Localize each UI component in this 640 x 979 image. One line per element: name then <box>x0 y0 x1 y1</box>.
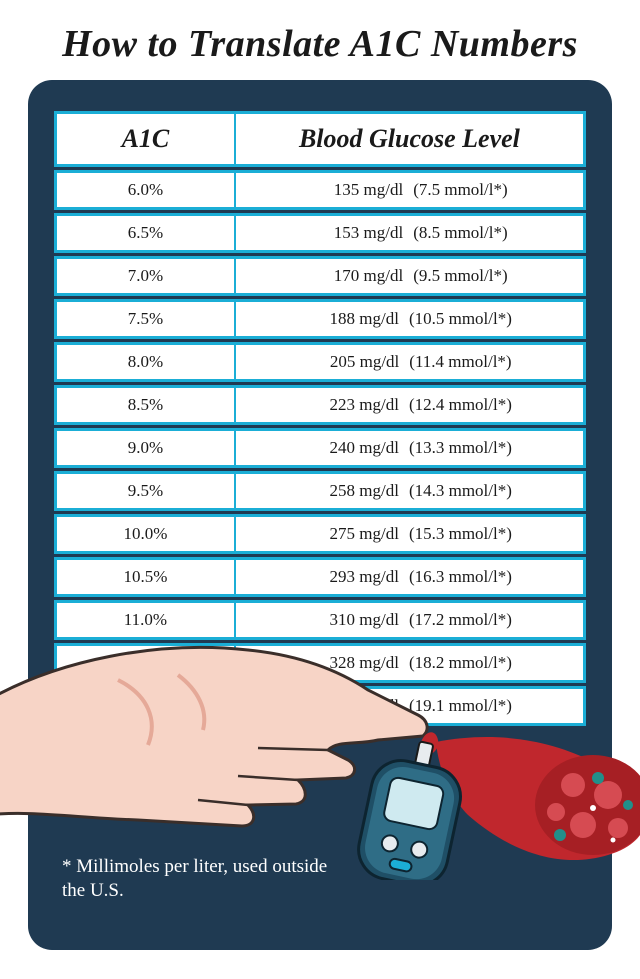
mmol-value: (9.5 mmol/l*) <box>413 266 507 286</box>
glucose-cell: 188 mg/dl (10.5 mmol/l*) <box>235 299 586 339</box>
table-row: 12.0% 345 mg/dl (19.1 mmol/l*) <box>54 686 586 726</box>
mmol-value: (13.3 mmol/l*) <box>409 438 512 458</box>
glucose-cell: 310 mg/dl (17.2 mmol/l*) <box>235 600 586 640</box>
mmol-value: (15.3 mmol/l*) <box>409 524 512 544</box>
glucose-cell: 153 mg/dl (8.5 mmol/l*) <box>235 213 586 253</box>
col-header-glucose: Blood Glucose Level <box>235 111 586 167</box>
a1c-cell: 11.0% <box>54 600 235 640</box>
table-row: 10.0% 275 mg/dl (15.3 mmol/l*) <box>54 514 586 554</box>
a1c-cell: 9.0% <box>54 428 235 468</box>
a1c-table: A1C Blood Glucose Level 6.0% 135 mg/dl (7.… <box>54 108 586 729</box>
glucose-cell: 258 mg/dl (14.3 mmol/l*) <box>235 471 586 511</box>
glucose-meter-icon <box>353 733 471 880</box>
mgdl-value: 310 mg/dl <box>307 610 399 630</box>
mmol-value: (17.2 mmol/l*) <box>409 610 512 630</box>
table-row: 8.0% 205 mg/dl (11.4 mmol/l*) <box>54 342 586 382</box>
mgdl-value: 170 mg/dl <box>311 266 403 286</box>
mgdl-value: 293 mg/dl <box>307 567 399 587</box>
a1c-cell: 8.0% <box>54 342 235 382</box>
mgdl-value: 258 mg/dl <box>307 481 399 501</box>
glucose-cell: 345 mg/dl (19.1 mmol/l*) <box>235 686 586 726</box>
blood-cells-icon <box>436 737 640 860</box>
mgdl-value: 188 mg/dl <box>307 309 399 329</box>
a1c-cell: 9.5% <box>54 471 235 511</box>
mgdl-value: 275 mg/dl <box>307 524 399 544</box>
info-panel: A1C Blood Glucose Level 6.0% 135 mg/dl (7.… <box>28 80 612 950</box>
a1c-cell: 6.5% <box>54 213 235 253</box>
mgdl-value: 240 mg/dl <box>307 438 399 458</box>
page-title: How to Translate A1C Numbers <box>0 0 640 80</box>
blood-drop-icon <box>421 732 438 754</box>
footnote: * Millimoles per liter, used outside the… <box>62 855 332 904</box>
mmol-value: (10.5 mmol/l*) <box>409 309 512 329</box>
mgdl-value: 345 mg/dl <box>307 696 399 716</box>
mgdl-value: 328 mg/dl <box>307 653 399 673</box>
glucose-cell: 205 mg/dl (11.4 mmol/l*) <box>235 342 586 382</box>
table-row: 9.0% 240 mg/dl (13.3 mmol/l*) <box>54 428 586 468</box>
glucose-cell: 328 mg/dl (18.2 mmol/l*) <box>235 643 586 683</box>
glucose-cell: 275 mg/dl (15.3 mmol/l*) <box>235 514 586 554</box>
a1c-cell: 11.5% <box>54 643 235 683</box>
mmol-value: (8.5 mmol/l*) <box>413 223 507 243</box>
mmol-value: (7.5 mmol/l*) <box>413 180 507 200</box>
col-header-a1c: A1C <box>54 111 235 167</box>
table-row: 6.5% 153 mg/dl (8.5 mmol/l*) <box>54 213 586 253</box>
a1c-cell: 10.5% <box>54 557 235 597</box>
table-row: 8.5% 223 mg/dl (12.4 mmol/l*) <box>54 385 586 425</box>
mmol-value: (11.4 mmol/l*) <box>409 352 511 372</box>
mgdl-value: 223 mg/dl <box>307 395 399 415</box>
glucose-cell: 223 mg/dl (12.4 mmol/l*) <box>235 385 586 425</box>
table-row: 6.0% 135 mg/dl (7.5 mmol/l*) <box>54 170 586 210</box>
mmol-value: (14.3 mmol/l*) <box>409 481 512 501</box>
a1c-cell: 10.0% <box>54 514 235 554</box>
mmol-value: (18.2 mmol/l*) <box>409 653 512 673</box>
a1c-cell: 7.5% <box>54 299 235 339</box>
glucose-cell: 135 mg/dl (7.5 mmol/l*) <box>235 170 586 210</box>
mmol-value: (16.3 mmol/l*) <box>409 567 512 587</box>
mmol-value: (19.1 mmol/l*) <box>409 696 512 716</box>
table-row: 10.5% 293 mg/dl (16.3 mmol/l*) <box>54 557 586 597</box>
a1c-cell: 12.0% <box>54 686 235 726</box>
table-row: 11.5% 328 mg/dl (18.2 mmol/l*) <box>54 643 586 683</box>
table-row: 9.5% 258 mg/dl (14.3 mmol/l*) <box>54 471 586 511</box>
a1c-cell: 7.0% <box>54 256 235 296</box>
glucose-cell: 293 mg/dl (16.3 mmol/l*) <box>235 557 586 597</box>
glucose-cell: 240 mg/dl (13.3 mmol/l*) <box>235 428 586 468</box>
mgdl-value: 135 mg/dl <box>311 180 403 200</box>
mgdl-value: 205 mg/dl <box>307 352 399 372</box>
mgdl-value: 153 mg/dl <box>311 223 403 243</box>
mmol-value: (12.4 mmol/l*) <box>409 395 512 415</box>
a1c-cell: 6.0% <box>54 170 235 210</box>
a1c-cell: 8.5% <box>54 385 235 425</box>
table-row: 7.0% 170 mg/dl (9.5 mmol/l*) <box>54 256 586 296</box>
table-row: 11.0% 310 mg/dl (17.2 mmol/l*) <box>54 600 586 640</box>
glucose-cell: 170 mg/dl (9.5 mmol/l*) <box>235 256 586 296</box>
table-row: 7.5% 188 mg/dl (10.5 mmol/l*) <box>54 299 586 339</box>
